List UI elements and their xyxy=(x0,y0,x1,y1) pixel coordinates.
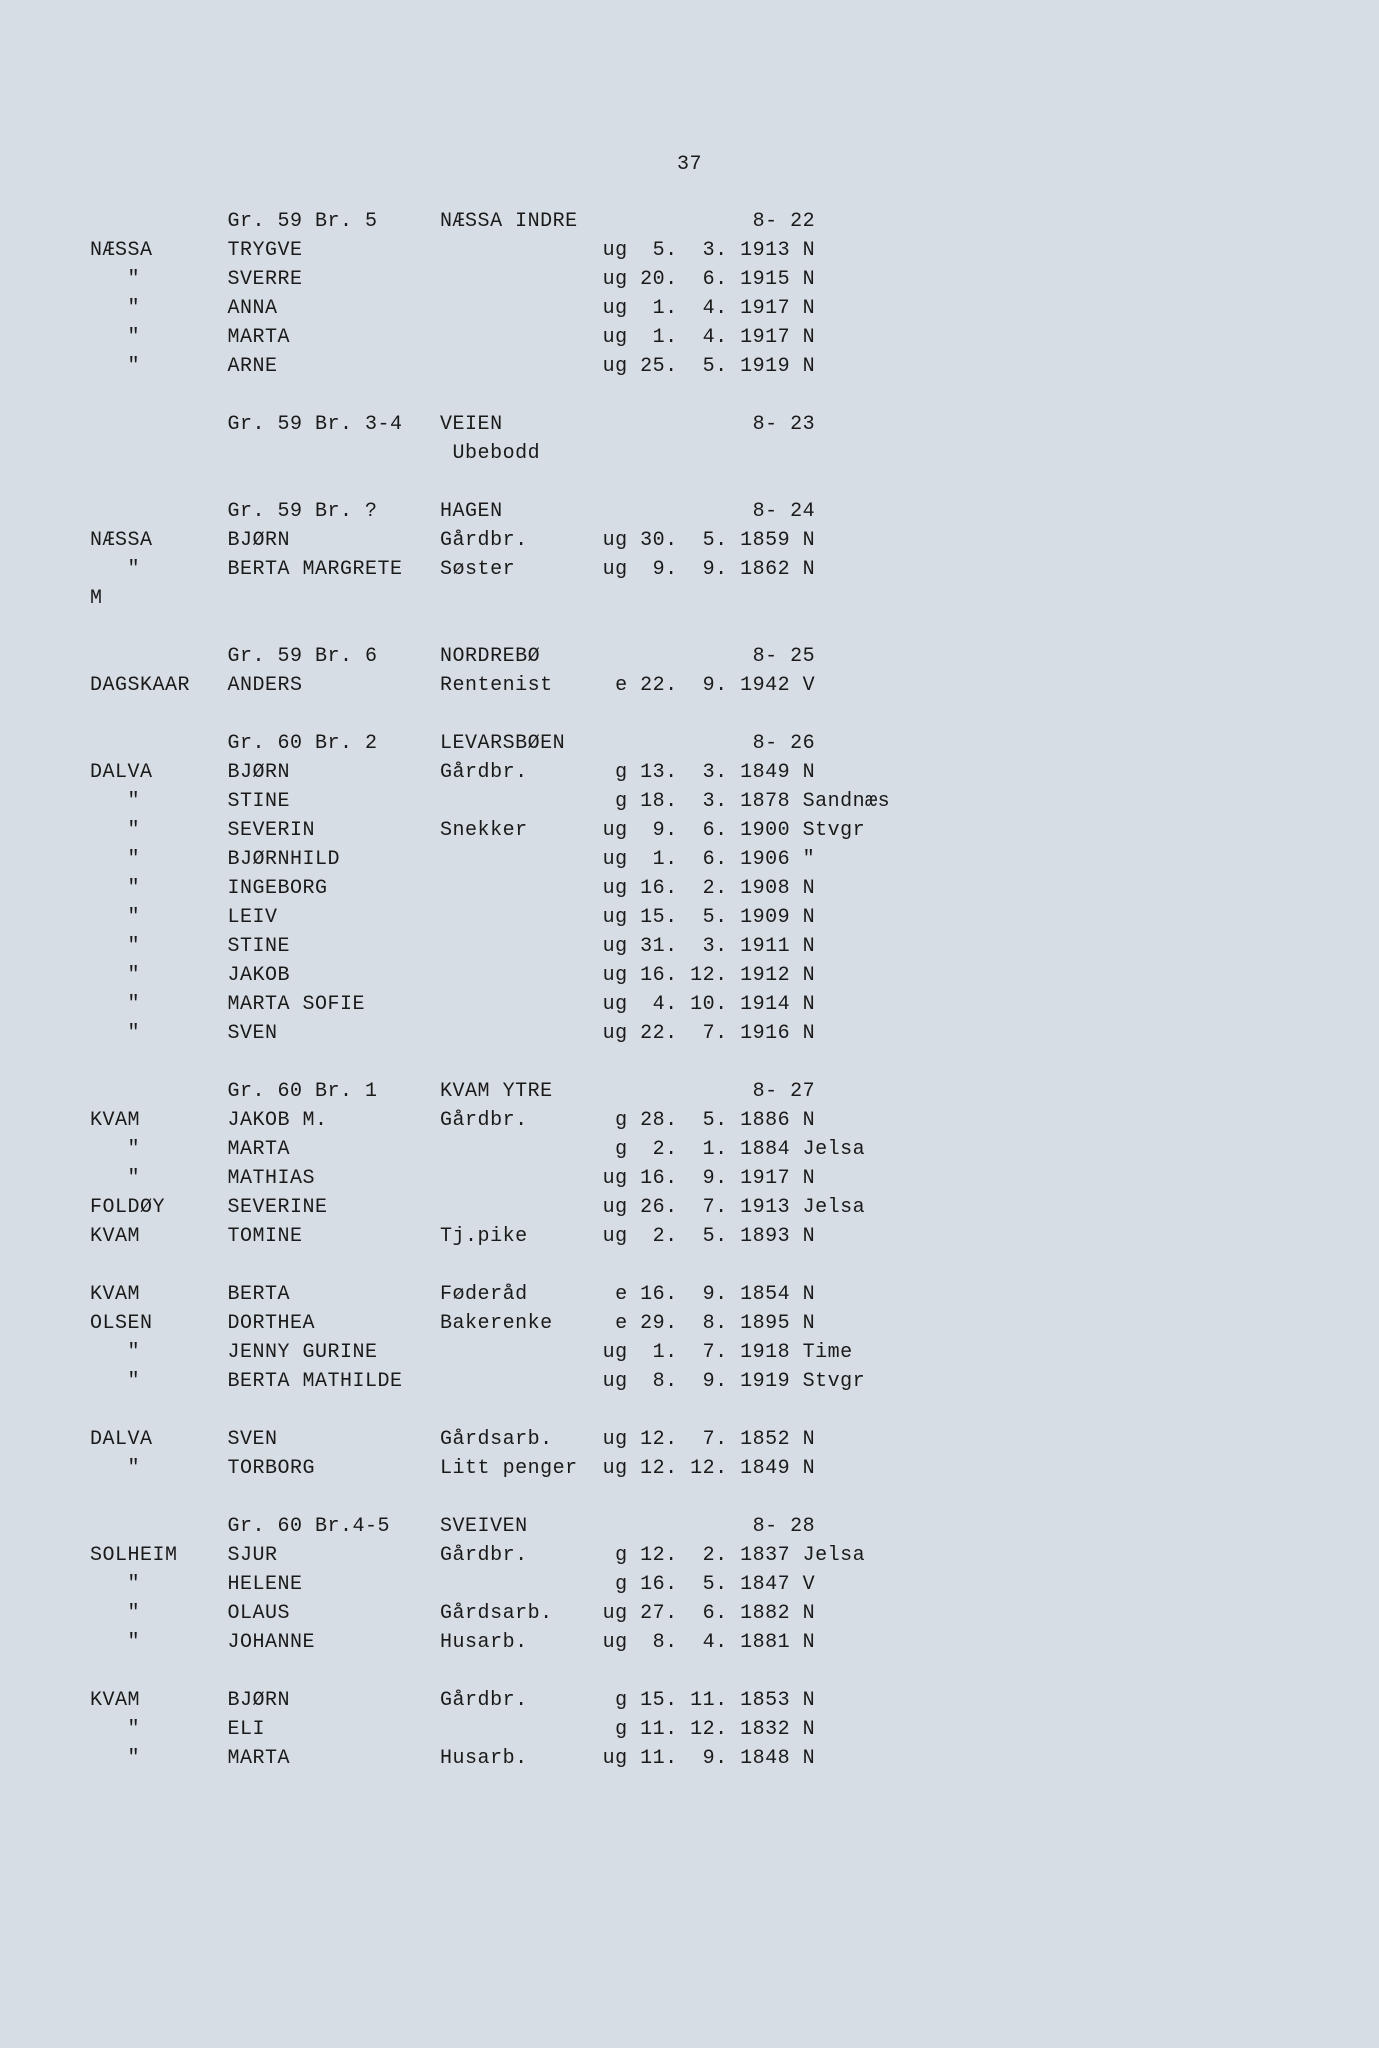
person-line: KVAM BERTA Føderåd e 16. 9. 1854 N xyxy=(90,1280,1289,1309)
person-line: " BERTA MARGRETE Søster ug 9. 9. 1862 N xyxy=(90,555,1289,584)
person-line: " JOHANNE Husarb. ug 8. 4. 1881 N xyxy=(90,1628,1289,1657)
person-line: " SVEN ug 22. 7. 1916 N xyxy=(90,1019,1289,1048)
blank-line xyxy=(90,1483,1289,1512)
person-line: " STINE ug 31. 3. 1911 N xyxy=(90,932,1289,961)
header-line: Gr. 60 Br. 2 LEVARSBØEN 8- 26 xyxy=(90,729,1289,758)
blank-line xyxy=(90,613,1289,642)
person-line: " STINE g 18. 3. 1878 Sandnæs xyxy=(90,787,1289,816)
blank-line xyxy=(90,700,1289,729)
person-line: " SEVERIN Snekker ug 9. 6. 1900 Stvgr xyxy=(90,816,1289,845)
person-line: " MARTA SOFIE ug 4. 10. 1914 N xyxy=(90,990,1289,1019)
page-number-text: 37 xyxy=(677,153,702,176)
person-line: KVAM JAKOB M. Gårdbr. g 28. 5. 1886 N xyxy=(90,1106,1289,1135)
header-line: Gr. 60 Br.4-5 SVEIVEN 8- 28 xyxy=(90,1512,1289,1541)
person-line: " MATHIAS ug 16. 9. 1917 N xyxy=(90,1164,1289,1193)
header-line: Gr. 59 Br. 3-4 VEIEN 8- 23 xyxy=(90,410,1289,439)
person-line: " ARNE ug 25. 5. 1919 N xyxy=(90,352,1289,381)
header-line: Gr. 59 Br. 6 NORDREBØ 8- 25 xyxy=(90,642,1289,671)
person-line: " MARTA g 2. 1. 1884 Jelsa xyxy=(90,1135,1289,1164)
person-line: NÆSSA TRYGVE ug 5. 3. 1913 N xyxy=(90,236,1289,265)
person-line: DALVA SVEN Gårdsarb. ug 12. 7. 1852 N xyxy=(90,1425,1289,1454)
person-line: " JAKOB ug 16. 12. 1912 N xyxy=(90,961,1289,990)
document-body: Gr. 59 Br. 5 NÆSSA INDRE 8- 22NÆSSA TRYG… xyxy=(90,207,1289,1773)
blank-line xyxy=(90,1048,1289,1077)
blank-line xyxy=(90,381,1289,410)
person-line: " OLAUS Gårdsarb. ug 27. 6. 1882 N xyxy=(90,1599,1289,1628)
person-line: SOLHEIM SJUR Gårdbr. g 12. 2. 1837 Jelsa xyxy=(90,1541,1289,1570)
blank-line xyxy=(90,1657,1289,1686)
header-line: Gr. 59 Br. ? HAGEN 8- 24 xyxy=(90,497,1289,526)
person-line: DALVA BJØRN Gårdbr. g 13. 3. 1849 N xyxy=(90,758,1289,787)
person-line: " INGEBORG ug 16. 2. 1908 N xyxy=(90,874,1289,903)
person-line: " TORBORG Litt penger ug 12. 12. 1849 N xyxy=(90,1454,1289,1483)
blank-line xyxy=(90,468,1289,497)
person-line: " SVERRE ug 20. 6. 1915 N xyxy=(90,265,1289,294)
person-line: NÆSSA BJØRN Gårdbr. ug 30. 5. 1859 N xyxy=(90,526,1289,555)
header-line: Gr. 60 Br. 1 KVAM YTRE 8- 27 xyxy=(90,1077,1289,1106)
person-line: " BJØRNHILD ug 1. 6. 1906 " xyxy=(90,845,1289,874)
page-number: 37 xyxy=(90,150,1289,179)
person-line: " HELENE g 16. 5. 1847 V xyxy=(90,1570,1289,1599)
document-page: 37 Gr. 59 Br. 5 NÆSSA INDRE 8- 22NÆSSA T… xyxy=(0,0,1379,2048)
person-line: " MARTA Husarb. ug 11. 9. 1848 N xyxy=(90,1744,1289,1773)
person-line: " MARTA ug 1. 4. 1917 N xyxy=(90,323,1289,352)
blank-line xyxy=(90,1396,1289,1425)
person-line: KVAM TOMINE Tj.pike ug 2. 5. 1893 N xyxy=(90,1222,1289,1251)
marker-line: M xyxy=(90,584,1289,613)
person-line: " ELI g 11. 12. 1832 N xyxy=(90,1715,1289,1744)
person-line: " JENNY GURINE ug 1. 7. 1918 Time xyxy=(90,1338,1289,1367)
person-line: KVAM BJØRN Gårdbr. g 15. 11. 1853 N xyxy=(90,1686,1289,1715)
person-line: " ANNA ug 1. 4. 1917 N xyxy=(90,294,1289,323)
person-line: DAGSKAAR ANDERS Rentenist e 22. 9. 1942 … xyxy=(90,671,1289,700)
person-line: OLSEN DORTHEA Bakerenke e 29. 8. 1895 N xyxy=(90,1309,1289,1338)
header-line: Gr. 59 Br. 5 NÆSSA INDRE 8- 22 xyxy=(90,207,1289,236)
person-line: " LEIV ug 15. 5. 1909 N xyxy=(90,903,1289,932)
blank-line xyxy=(90,1251,1289,1280)
note-line: Ubebodd xyxy=(90,439,1289,468)
person-line: FOLDØY SEVERINE ug 26. 7. 1913 Jelsa xyxy=(90,1193,1289,1222)
person-line: " BERTA MATHILDE ug 8. 9. 1919 Stvgr xyxy=(90,1367,1289,1396)
